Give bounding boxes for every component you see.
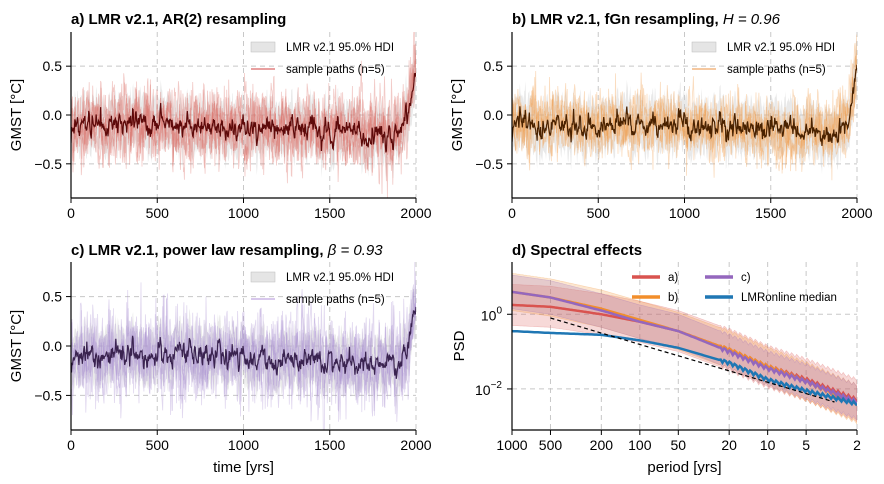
x-tick-label: 1500 <box>314 437 345 453</box>
legend-label: LMRonline median <box>741 292 837 304</box>
x-tick-label: 1500 <box>314 205 345 221</box>
panel-title: a) LMR v2.1, AR(2) resampling <box>71 11 286 28</box>
legend-band-swatch <box>251 272 275 282</box>
x-tick-label: 2 <box>853 437 861 453</box>
y-tick-label: −0.5 <box>34 387 62 403</box>
y-axis-label: GMST [°C] <box>449 79 466 151</box>
y-tick-label: 0.0 <box>43 338 63 354</box>
x-axis-label: time [yrs] <box>213 459 274 476</box>
panel-a-ar2-resampling: a) LMR v2.1, AR(2) resampling 0 500 1000 150… <box>8 11 432 221</box>
x-tick-label: 200 <box>590 437 614 453</box>
y-axis-label: GMST [°C] <box>8 310 25 382</box>
y-axis-label: PSD <box>451 330 468 361</box>
tick-exponent: 0 <box>496 305 502 316</box>
x-tick-label: 0 <box>67 205 75 221</box>
legend-label: c) <box>741 272 751 284</box>
y-tick-label: 0.5 <box>43 289 63 305</box>
x-tick-label: 1000 <box>228 205 259 221</box>
x-tick-label: 1000 <box>228 437 259 453</box>
x-tick-label: 0 <box>508 205 516 221</box>
tick-base: 10 <box>475 382 491 398</box>
x-tick-label: 0 <box>67 437 75 453</box>
panel-title: c) LMR v2.1, power law resampling, β = 0… <box>71 242 383 259</box>
tick-exponent: −2 <box>491 380 503 391</box>
x-tick-label: 500 <box>539 437 563 453</box>
panel-title: d) Spectral effects <box>512 242 642 259</box>
panel-c-power-law-resampling: c) LMR v2.1, power law resampling, β = 0… <box>8 234 432 476</box>
y-tick-label: 10−2 <box>475 380 502 398</box>
x-tick-label: 500 <box>587 205 611 221</box>
y-tick-label: 100 <box>481 305 503 323</box>
legend-label: sample paths (n=5) <box>286 64 385 76</box>
y-axis-label: GMST [°C] <box>8 79 25 151</box>
x-tick-label: 2000 <box>400 205 431 221</box>
x-tick-label: 10 <box>760 437 776 453</box>
title-math-part: H = 0.96 <box>723 11 781 28</box>
x-tick-label: 1000 <box>669 205 700 221</box>
x-tick-label: 1500 <box>755 205 786 221</box>
x-tick-label: 2000 <box>841 205 872 221</box>
legend-label: a) <box>668 272 678 284</box>
x-tick-label: 5 <box>802 437 810 453</box>
y-tick-label: 0.5 <box>484 58 504 74</box>
legend-label: LMR v2.1 95.0% HDI <box>727 42 835 54</box>
tick-base: 10 <box>481 307 497 323</box>
x-tick-label: 20 <box>721 437 737 453</box>
legend-label: sample paths (n=5) <box>727 64 826 76</box>
y-tick-label: −0.5 <box>475 156 503 172</box>
legend-band-swatch <box>251 42 275 52</box>
x-tick-label: 50 <box>671 437 687 453</box>
title-math-part: β = 0.93 <box>327 242 384 259</box>
legend-label: LMR v2.1 95.0% HDI <box>286 272 394 284</box>
panel-b-fgn-resampling: b) LMR v2.1, fGn resampling, H = 0.96 0 50… <box>449 11 873 221</box>
title-bold-part: c) LMR v2.1, power law resampling, <box>71 242 328 259</box>
x-tick-label: 2000 <box>400 437 431 453</box>
y-tick-label: 0.0 <box>484 107 504 123</box>
x-axis-label: period [yrs] <box>647 459 721 476</box>
title-bold-part: a) LMR v2.1, AR(2) resampling <box>71 11 286 28</box>
x-tick-label: 500 <box>146 205 170 221</box>
y-tick-label: −0.5 <box>34 156 62 172</box>
y-tick-label: 0.5 <box>43 58 63 74</box>
x-tick-label: 500 <box>146 437 170 453</box>
panel-title: b) LMR v2.1, fGn resampling, H = 0.96 <box>512 11 781 28</box>
legend-label: LMR v2.1 95.0% HDI <box>286 42 394 54</box>
x-tick-label: 100 <box>628 437 652 453</box>
legend-band-swatch <box>692 42 716 52</box>
legend-label: sample paths (n=5) <box>286 294 385 306</box>
x-tick-label: 1000 <box>496 437 527 453</box>
title-bold-part: b) LMR v2.1, fGn resampling, <box>512 11 723 28</box>
y-tick-label: 0.0 <box>43 107 63 123</box>
legend-label: b) <box>668 292 678 304</box>
